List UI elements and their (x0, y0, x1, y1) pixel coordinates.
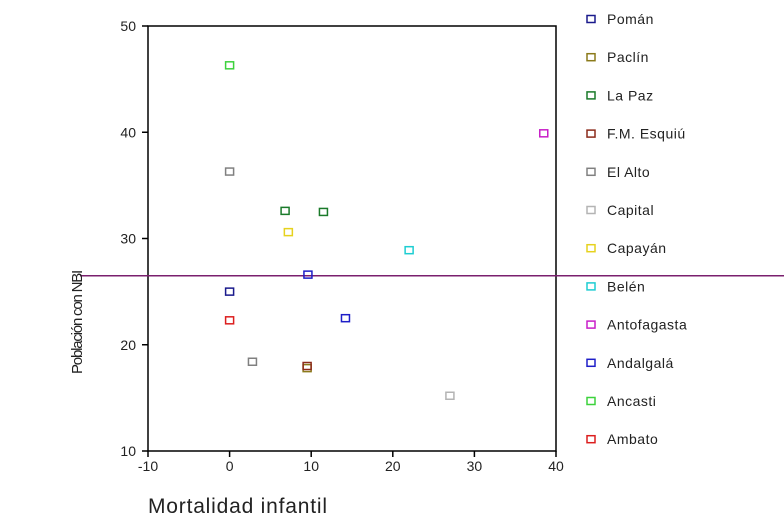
data-point (280, 206, 290, 216)
legend-label: Pomán (607, 11, 654, 27)
data-point (247, 357, 258, 366)
plot-frame (147, 25, 557, 452)
y-tick-label: 30 (120, 231, 136, 247)
data-points (224, 61, 549, 400)
x-tick-label: -10 (138, 458, 158, 474)
legend-label: Belén (607, 278, 645, 294)
legend-marker (586, 52, 596, 62)
y-tick-label: 50 (120, 18, 136, 34)
data-point (404, 245, 414, 255)
legend-marker (586, 396, 596, 406)
data-point (303, 270, 313, 279)
legend-marker (586, 167, 596, 177)
data-point (224, 61, 235, 70)
data-point (340, 313, 351, 323)
legend-label: Capital (607, 202, 654, 218)
data-point (224, 316, 235, 325)
legend-label: Ambato (607, 431, 658, 447)
x-tick-label: 0 (226, 458, 234, 474)
y-axis-label: Población con NBI (69, 271, 86, 374)
data-point (224, 167, 235, 176)
data-point (283, 227, 294, 237)
legend-label: El Alto (607, 164, 650, 180)
y-tick-label: 20 (120, 337, 136, 353)
legend-marker (586, 243, 596, 253)
legend-label: Antofagasta (607, 317, 687, 333)
legend-label: Ancasti (607, 393, 656, 409)
legend-label: La Paz (607, 87, 654, 103)
data-point (318, 207, 329, 217)
y-axis: 10 20 30 40 50 (120, 18, 148, 459)
legend-marker (586, 91, 596, 100)
legend-label: Andalgalá (607, 355, 674, 371)
legend-marker (586, 129, 596, 138)
data-point (302, 361, 312, 371)
x-tick-label: 40 (548, 458, 564, 474)
legend-marker (586, 320, 596, 329)
legend-label: Paclín (607, 49, 649, 65)
y-tick-label: 10 (120, 443, 136, 459)
y-tick-label: 40 (120, 124, 136, 140)
legend-label: F.M. Esquiú (607, 126, 686, 142)
x-tick-label: 20 (385, 458, 401, 474)
legend: Pomán Paclín La Paz F.M. Esquiú El Alto Capit… (586, 11, 687, 447)
data-point (302, 363, 312, 373)
x-axis: -10 0 10 20 30 40 (138, 451, 564, 474)
legend-marker (586, 14, 596, 24)
data-point (539, 129, 549, 138)
x-tick-label: 10 (303, 458, 319, 474)
data-point (445, 391, 455, 400)
x-axis-label: Mortalidad infantil (148, 495, 328, 518)
legend-marker (586, 205, 596, 215)
legend-marker (586, 434, 596, 444)
legend-label: Capayán (607, 240, 667, 256)
legend-marker (586, 282, 596, 291)
x-tick-label: 30 (467, 458, 483, 474)
data-point (224, 287, 235, 296)
legend-marker (586, 358, 596, 368)
